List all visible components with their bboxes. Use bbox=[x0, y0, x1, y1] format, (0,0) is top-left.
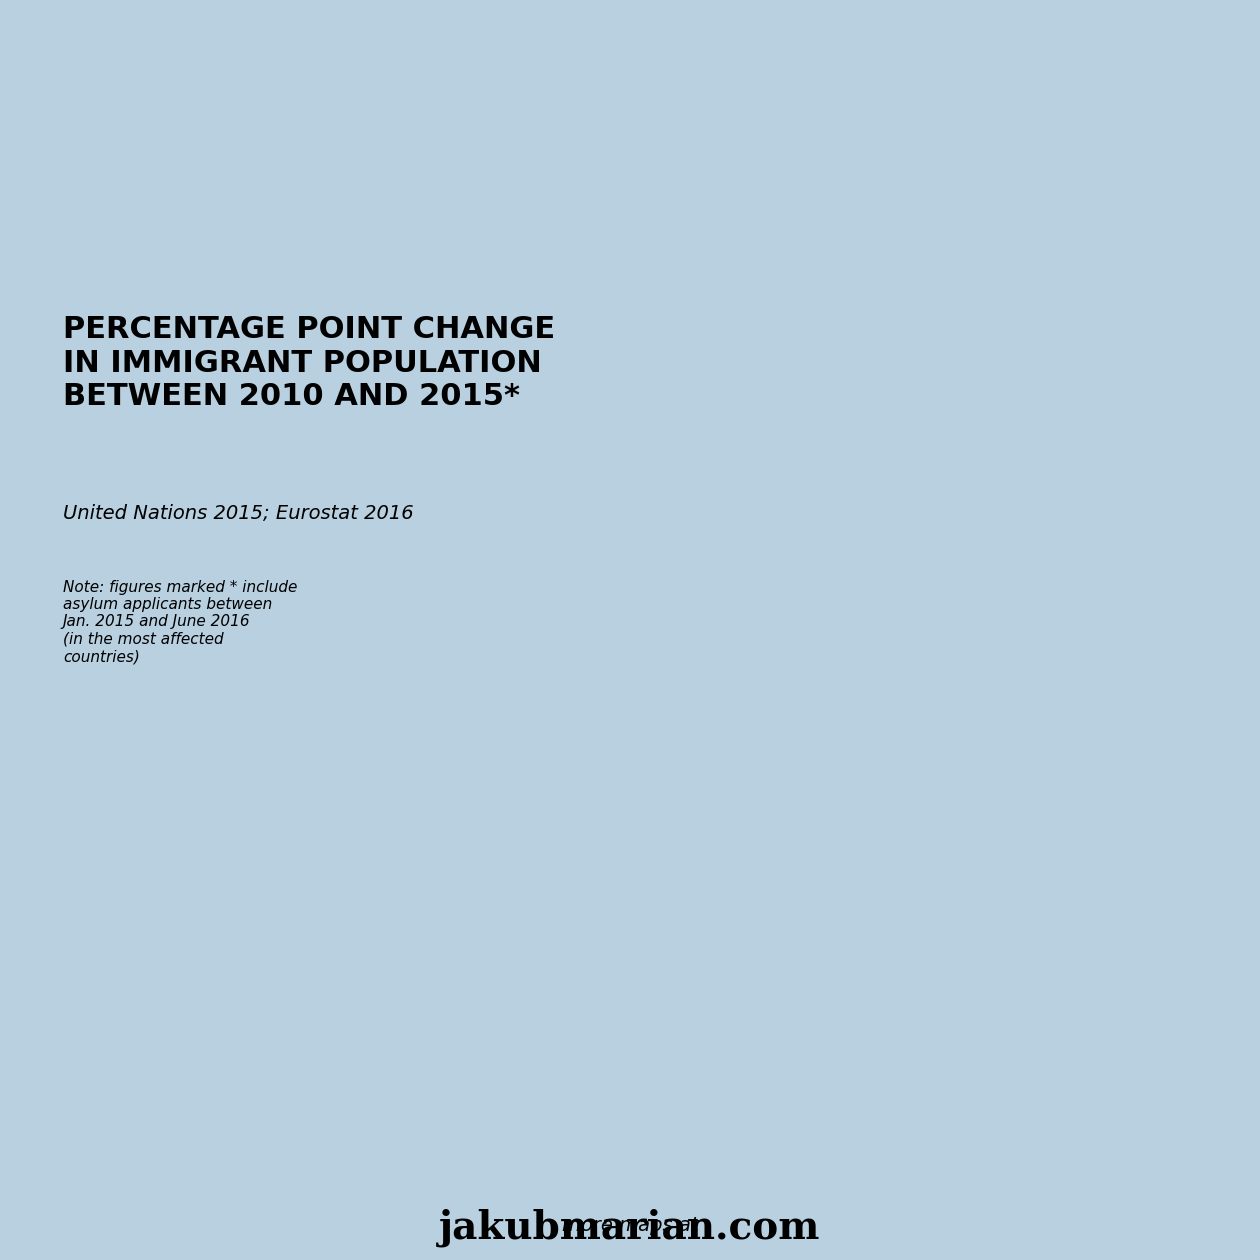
Text: jakubmarian.com: jakubmarian.com bbox=[440, 1208, 820, 1247]
Text: PERCENTAGE POINT CHANGE
IN IMMIGRANT POPULATION
BETWEEN 2010 AND 2015*: PERCENTAGE POINT CHANGE IN IMMIGRANT POP… bbox=[63, 315, 556, 411]
Text: United Nations 2015; Eurostat 2016: United Nations 2015; Eurostat 2016 bbox=[63, 504, 413, 523]
Text: more maps at: more maps at bbox=[562, 1216, 698, 1235]
Text: Note: figures marked * include
asylum applicants between
Jan. 2015 and June 2016: Note: figures marked * include asylum ap… bbox=[63, 580, 297, 664]
